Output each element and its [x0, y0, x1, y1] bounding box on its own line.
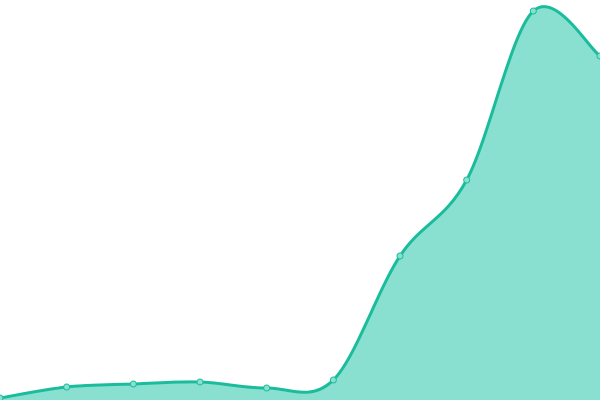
area-fill [0, 6, 600, 400]
data-points [0, 7, 600, 400]
data-point-6 [396, 252, 404, 260]
data-point-7 [463, 176, 471, 184]
data-point-2 [129, 380, 137, 388]
data-point-4 [263, 384, 271, 392]
data-point-8 [529, 7, 537, 15]
data-point-5 [329, 376, 337, 384]
data-point-1 [63, 383, 71, 391]
data-point-0 [0, 394, 4, 400]
data-point-3 [196, 378, 204, 386]
data-point-9 [596, 52, 600, 60]
